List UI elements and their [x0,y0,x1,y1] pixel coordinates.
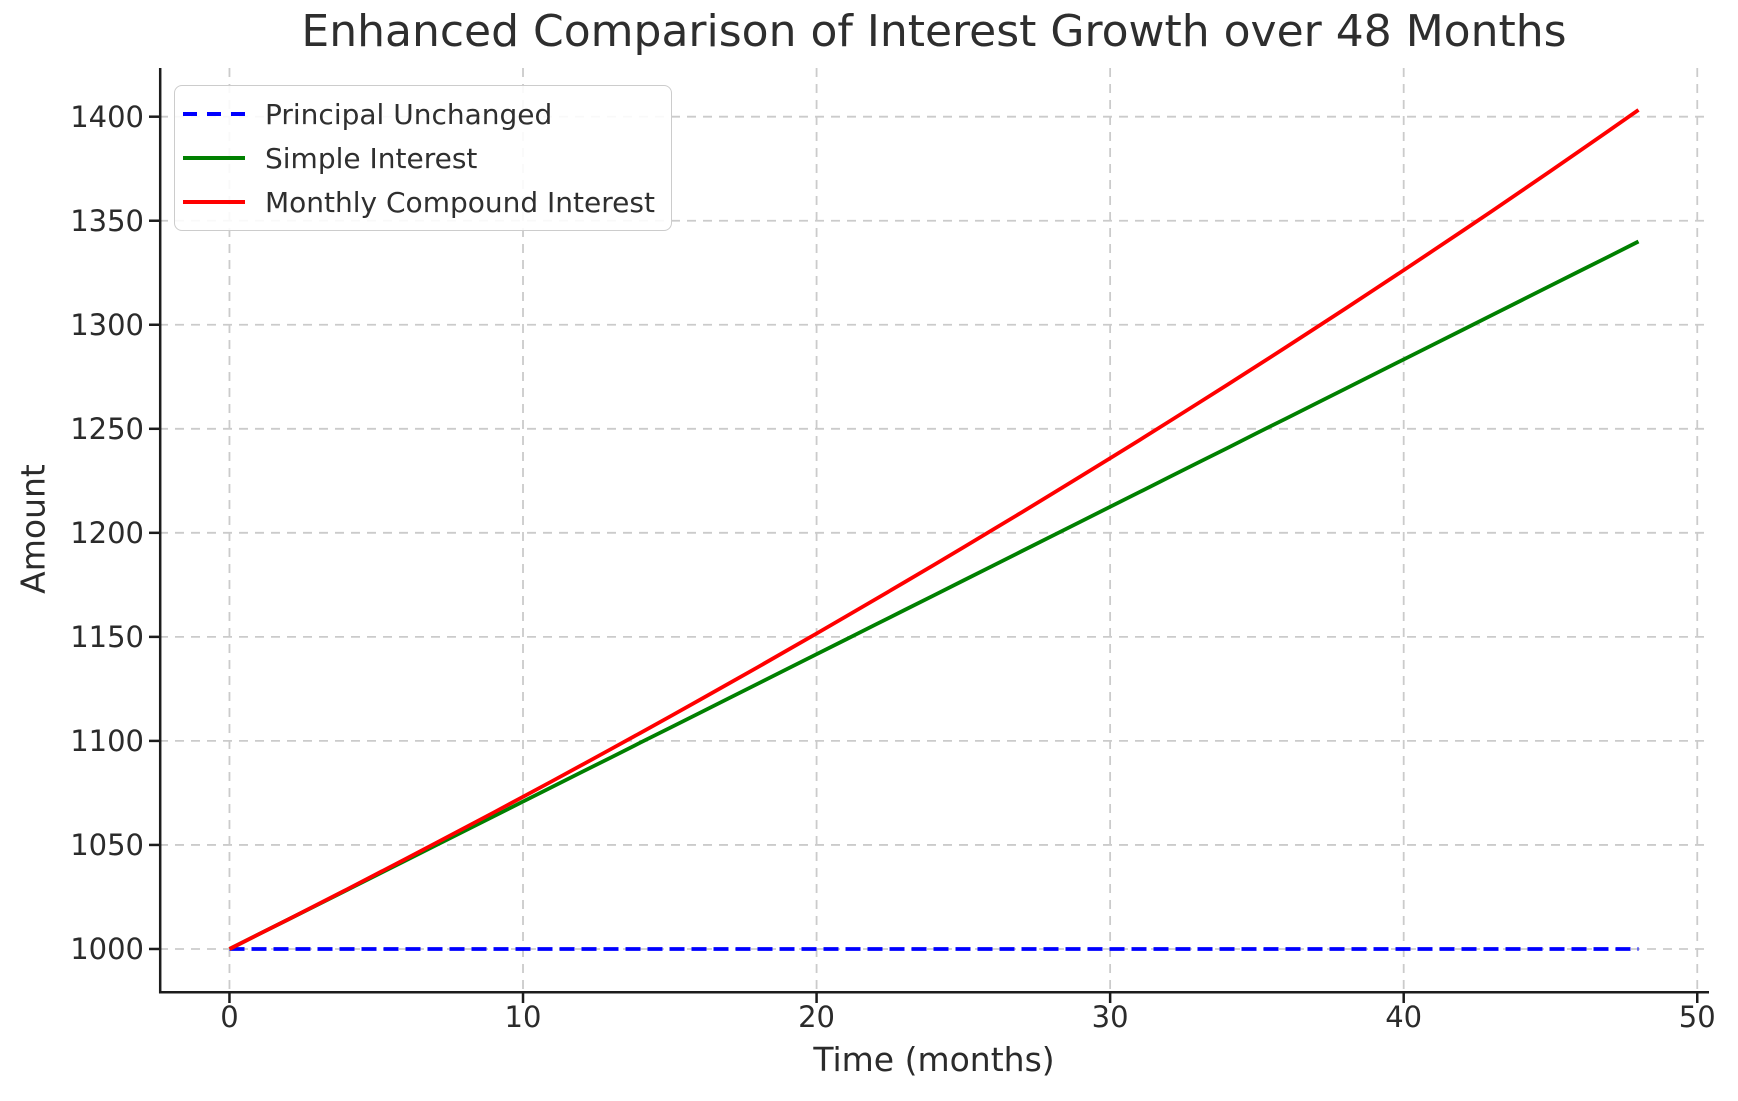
y-tick-label-1050: 1050 [70,827,144,862]
x-tick-label-20: 20 [798,1000,836,1034]
x-tick-label-10: 10 [504,1000,542,1034]
legend-line-sample-monthly-compound-interest [183,200,245,204]
series-line-simple-interest [228,239,1640,951]
y-tick-label-1000: 1000 [70,931,144,966]
y-tick-label-1400: 1400 [70,99,144,134]
y-tick-label-1300: 1300 [70,307,144,342]
x-tick-label-0: 0 [220,1000,239,1034]
y-tick-label-1100: 1100 [70,723,144,758]
chart-title: Enhanced Comparison of Interest Growth o… [301,6,1567,57]
y-tick-label-1350: 1350 [70,203,144,238]
legend-line-sample-principal-unchanged [183,112,245,116]
legend-label-simple-interest: Simple Interest [265,141,478,175]
legend-label-monthly-compound-interest: Monthly Compound Interest [265,185,655,219]
y-tick-label-1200: 1200 [70,515,144,550]
legend: Principal Unchanged Simple Interest Monthl… [174,85,672,231]
x-tick-label-40: 40 [1385,1000,1423,1034]
y-tick-label-1150: 1150 [70,619,144,654]
legend-item-monthly-compound-interest: Monthly Compound Interest [183,180,655,224]
y-tick-label-1250: 1250 [70,411,144,446]
series-line-monthly-compound-interest [228,108,1640,951]
x-tick-label-30: 30 [1091,1000,1129,1034]
x-axis-label: Time (months) [813,1040,1055,1079]
x-tick-label-50: 50 [1678,1000,1716,1034]
legend-line-sample-simple-interest [183,156,245,160]
legend-item-principal-unchanged: Principal Unchanged [183,92,655,136]
legend-label-principal-unchanged: Principal Unchanged [265,97,553,131]
legend-item-simple-interest: Simple Interest [183,136,655,180]
